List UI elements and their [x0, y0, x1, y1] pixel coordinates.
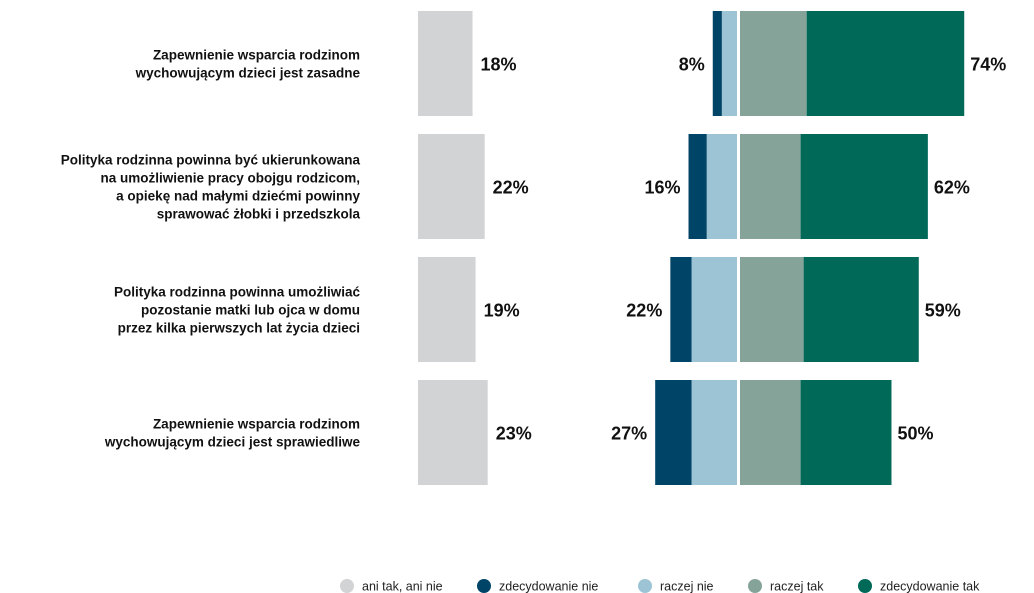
- category-label: a opiekę nad małymi dziećmi powinny: [116, 189, 360, 204]
- legend-label: raczej nie: [660, 580, 714, 593]
- bar-raczej-nie: [721, 11, 737, 116]
- bar-zdecydowanie-nie: [712, 11, 722, 116]
- legend-item: raczej nie: [638, 579, 714, 593]
- neutral-value-label: 23%: [496, 424, 532, 444]
- category-label: przez kilka pierwszych lat życia dzieci: [118, 321, 360, 336]
- bar-zdecydowanie-nie: [688, 134, 707, 239]
- legend-item: zdecydowanie nie: [477, 579, 598, 593]
- bar-neutral: [418, 134, 485, 239]
- negative-value-label: 27%: [611, 424, 647, 444]
- bar-neutral: [418, 257, 476, 362]
- legend-label: ani tak, ani nie: [362, 580, 443, 593]
- bar-zdecydowanie-tak: [800, 380, 892, 485]
- legend-swatch: [748, 579, 762, 593]
- chart-row: Polityka rodzinna powinna umożliwiać pozo…: [114, 257, 961, 362]
- legend-label: zdecydowanie nie: [499, 580, 598, 593]
- bar-zdecydowanie-tak: [806, 11, 965, 116]
- bar-zdecydowanie-nie: [670, 257, 692, 362]
- positive-value-label: 74%: [970, 55, 1006, 75]
- category-label: Zapewnienie wsparcia rodzinom: [153, 48, 360, 63]
- legend-swatch: [638, 579, 652, 593]
- category-label: Zapewnienie wsparcia rodzinom: [153, 417, 360, 432]
- negative-value-label: 8%: [679, 55, 705, 75]
- negative-value-label: 22%: [626, 301, 662, 321]
- legend-label: raczej tak: [770, 580, 824, 593]
- category-label: sprawować żłobki i przedszkola: [157, 207, 361, 222]
- legend-label: zdecydowanie tak: [880, 580, 980, 593]
- category-label: Polityka rodzinna powinna być ukierunkow…: [61, 153, 361, 168]
- positive-value-label: 59%: [925, 301, 961, 321]
- legend-item: zdecydowanie tak: [858, 579, 980, 593]
- legend-swatch: [477, 579, 491, 593]
- bar-neutral: [418, 11, 473, 116]
- legend-swatch: [858, 579, 872, 593]
- bar-raczej-tak: [740, 134, 801, 239]
- bar-raczej-tak: [740, 380, 801, 485]
- bar-raczej-nie: [706, 134, 737, 239]
- bar-raczej-nie: [691, 257, 737, 362]
- category-label: pozostanie matki lub ojca w domu: [141, 303, 360, 318]
- negative-value-label: 16%: [644, 178, 680, 198]
- legend-swatch: [340, 579, 354, 593]
- category-label: Polityka rodzinna powinna umożliwiać: [114, 285, 361, 300]
- bar-zdecydowanie-tak: [800, 134, 928, 239]
- bar-raczej-tak: [740, 257, 804, 362]
- chart-row: Zapewnienie wsparcia rodzinom wychowujący…: [104, 380, 934, 485]
- legend-item: raczej tak: [748, 579, 824, 593]
- bar-zdecydowanie-tak: [803, 257, 919, 362]
- bar-raczej-nie: [691, 380, 737, 485]
- category-label: wychowującym dzieci jest sprawiedliwe: [104, 435, 361, 450]
- category-label: na umożliwienie pracy obojgu rodzicom,: [100, 171, 360, 186]
- category-label: wychowującym dzieci jest zasadne: [135, 66, 361, 81]
- positive-value-label: 62%: [934, 178, 970, 198]
- chart-row: Polityka rodzinna powinna być ukierunkow…: [61, 134, 970, 239]
- positive-value-label: 50%: [898, 424, 934, 444]
- neutral-value-label: 22%: [493, 178, 529, 198]
- bar-neutral: [418, 380, 488, 485]
- chart-row: Zapewnienie wsparcia rodzinom wychowujący…: [135, 11, 1006, 116]
- neutral-value-label: 19%: [484, 301, 520, 321]
- legend-item: ani tak, ani nie: [340, 579, 443, 593]
- neutral-value-label: 18%: [481, 55, 517, 75]
- bar-zdecydowanie-nie: [655, 380, 692, 485]
- chart-rows: Zapewnienie wsparcia rodzinom wychowujący…: [61, 11, 1006, 485]
- bar-raczej-tak: [740, 11, 807, 116]
- legend: ani tak, ani nie zdecydowanie nie raczej n…: [340, 579, 980, 593]
